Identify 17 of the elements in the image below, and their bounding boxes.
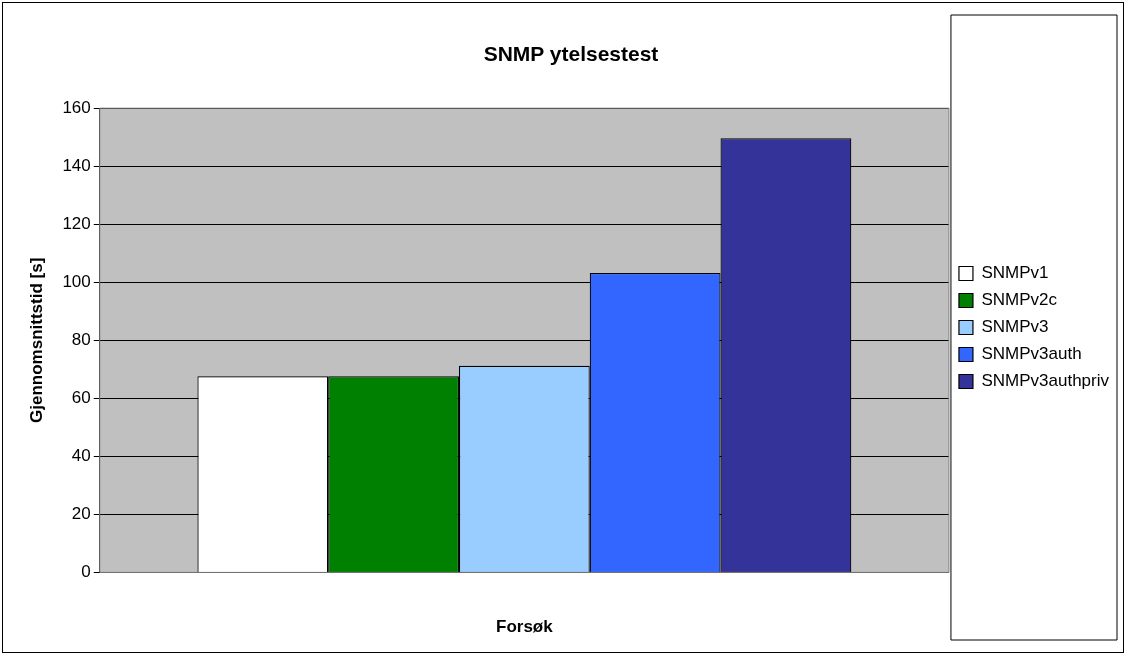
y-tick-label: 0 [81,562,91,582]
y-tick-label: 100 [62,271,91,291]
legend-label: SNMPv2c [981,290,1058,310]
legend-label: SNMPv3authpriv [981,371,1110,391]
legend-label: SNMPv3 [981,317,1049,337]
legend-label: SNMPv1 [981,263,1049,283]
y-tick-label: 120 [62,213,91,233]
y-tick-label: 80 [71,329,91,349]
y-tick-label: 40 [71,446,91,466]
x-axis-title: Forsøk [496,617,554,637]
chart-title: SNMP ytelsestest [483,42,659,66]
y-tick-label: 60 [71,388,91,408]
legend-label: SNMPv3auth [981,344,1082,364]
y-tick-label: 20 [71,504,91,524]
y-tick-label: 160 [62,97,91,117]
y-tick-label: 140 [62,155,91,175]
y-axis-title: Gjennomsnittstid [s] [26,257,46,423]
